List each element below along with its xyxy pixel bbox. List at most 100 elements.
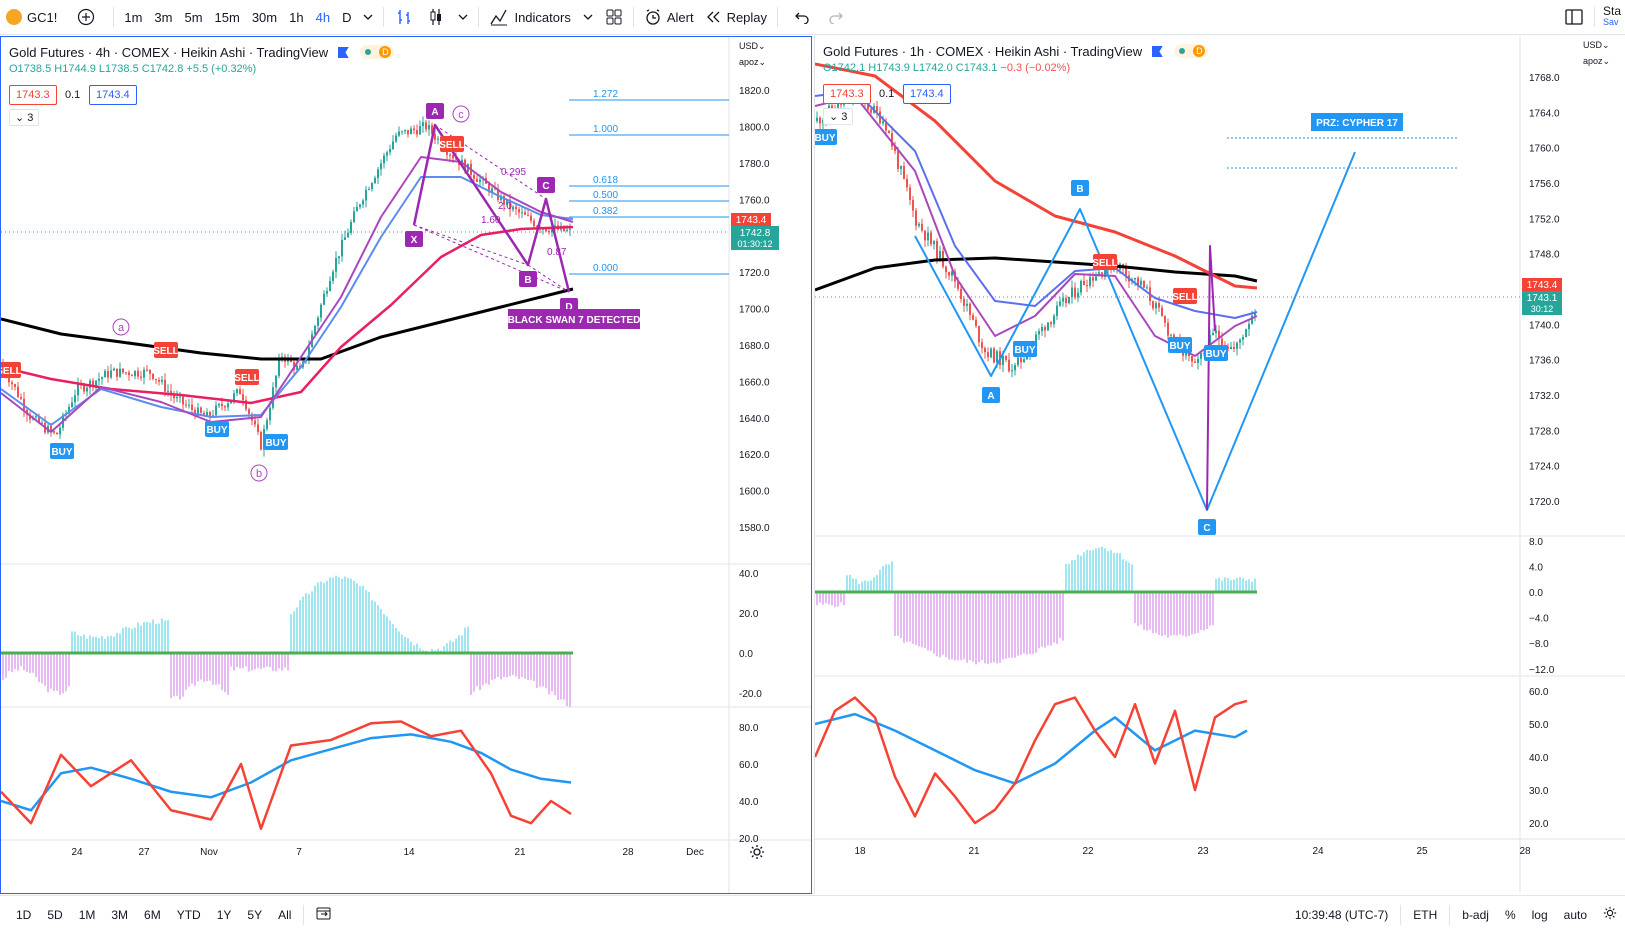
candle-body (1230, 346, 1232, 349)
buy-price-button[interactable]: 1743.4 (903, 84, 951, 104)
interval-30m[interactable]: 30m (251, 9, 278, 25)
price-tick: 1736.0 (1529, 356, 1560, 367)
goto-date-button[interactable] (308, 906, 340, 923)
interval-1m[interactable]: 1m (124, 9, 143, 25)
candle-body (1152, 301, 1154, 309)
range-3M[interactable]: 3M (111, 907, 129, 922)
range-6M[interactable]: 6M (144, 907, 161, 922)
left-chart-canvas[interactable]: 1820.01800.01780.01760.01740.01720.01700… (1, 37, 811, 893)
buy-price-button[interactable]: 1743.4 (89, 85, 137, 105)
interval-5m[interactable]: 5m (184, 9, 203, 25)
pattern-point-a: A (987, 391, 994, 402)
separator (113, 7, 115, 27)
candle-body (239, 389, 241, 395)
symbol-search[interactable]: GC1! (0, 0, 63, 34)
fib-level-label: 0.382 (593, 206, 618, 217)
undo-icon (795, 12, 809, 24)
candle-body (1146, 287, 1148, 289)
interval-4h[interactable]: 4h (315, 9, 331, 25)
interval-dropdown[interactable] (357, 0, 379, 34)
signal-sell-bg (235, 369, 259, 385)
candle-body (218, 403, 220, 406)
redo-button[interactable] (822, 0, 850, 34)
spread-value: 0.1 (879, 88, 895, 100)
interval-D[interactable]: D (342, 9, 352, 25)
settings-gear-button[interactable] (749, 844, 765, 863)
price-tick: 1720.0 (739, 268, 770, 279)
collapse-indicators-button[interactable]: ⌄ 3 (9, 109, 40, 126)
candles-style-button[interactable] (420, 0, 452, 34)
candle-body (428, 125, 430, 130)
scale-mode-button[interactable]: apoz⌄ (739, 57, 767, 67)
rsi-signal-line (815, 712, 1248, 785)
interval-15m[interactable]: 15m (214, 9, 240, 25)
scale-mode-button[interactable]: apoz⌄ (1583, 56, 1611, 66)
candle-body (179, 396, 181, 398)
signal-sell-bg (1173, 288, 1197, 304)
indicators-label: Indicators (514, 9, 571, 25)
indicators-button[interactable]: Indicators (483, 0, 576, 34)
session-button[interactable]: ETH (1413, 907, 1438, 922)
price-tick: 1764.0 (1529, 108, 1560, 119)
candle-body (1197, 358, 1199, 363)
layout-toggle-button[interactable] (1558, 0, 1590, 34)
range-5D[interactable]: 5D (47, 907, 63, 922)
bars-style-button[interactable] (388, 0, 420, 34)
auto-scale-button[interactable]: auto (1563, 907, 1587, 922)
ohlc-low: L1742.0 (912, 62, 953, 74)
range-1M[interactable]: 1M (78, 907, 96, 922)
candle-body (951, 271, 953, 276)
range-1D[interactable]: 1D (16, 907, 32, 922)
candle-body (1137, 277, 1139, 286)
sell-price-button[interactable]: 1743.3 (823, 84, 871, 104)
save-label: Sta (1602, 4, 1621, 18)
candle-body (236, 389, 238, 394)
right-chart-canvas[interactable]: 1768.01764.01760.01756.01752.01748.01744… (815, 36, 1625, 892)
range-1Y[interactable]: 1Y (216, 907, 232, 922)
log-scale-button[interactable]: log (1531, 907, 1548, 922)
separator (1449, 904, 1451, 925)
range-YTD[interactable]: YTD (176, 907, 201, 922)
indicators-dropdown[interactable] (577, 0, 599, 34)
back-adjust-button[interactable]: b-adj (1462, 907, 1489, 922)
chart-type-dropdown[interactable] (452, 0, 474, 34)
save-button[interactable]: Sta Sav (1599, 0, 1625, 34)
collapse-indicators-button[interactable]: ⌄ 3 (823, 108, 854, 125)
right-chart-panel[interactable]: 1768.01764.01760.01756.01752.01748.01744… (814, 36, 1625, 894)
replay-button[interactable]: Replay (700, 0, 773, 34)
candle-body (203, 412, 205, 417)
clock-time[interactable]: 10:39:48 (UTC-7) (1294, 907, 1389, 922)
collapse-count: 3 (841, 111, 848, 123)
candle-body (365, 189, 367, 201)
candle-body (921, 223, 923, 231)
currency-button[interactable]: USD⌄ (1583, 40, 1610, 50)
bar-countdown: 30:12 (1531, 304, 1554, 314)
currency-button[interactable]: USD⌄ (739, 41, 766, 51)
ohlc-close: C1742.8 (141, 63, 184, 75)
percent-scale-button[interactable]: % (1504, 907, 1516, 922)
signal-sell: SELL (1172, 292, 1198, 303)
gear-icon (750, 845, 764, 859)
ma-20-line (815, 90, 1258, 319)
candle-body (1041, 327, 1043, 332)
fib-level-label: 1.272 (593, 89, 618, 100)
candle-body (1251, 315, 1253, 324)
sell-price-button[interactable]: 1743.3 (9, 85, 57, 105)
alert-button[interactable]: Alert (638, 0, 700, 34)
candle-body (996, 351, 998, 363)
chart-settings-button[interactable] (1595, 906, 1625, 923)
left-chart-panel[interactable]: 1820.01800.01780.01760.01740.01720.01700… (0, 36, 812, 894)
range-All[interactable]: All (278, 907, 292, 922)
separator (383, 7, 385, 27)
undo-button[interactable] (782, 0, 822, 34)
pattern-point-b-bg (519, 271, 537, 287)
compare-button[interactable] (63, 0, 109, 34)
fib-level-label: 0.618 (593, 175, 618, 186)
candle-body (476, 178, 478, 182)
interval-1h[interactable]: 1h (289, 9, 304, 25)
market-status-icon: D (360, 45, 395, 59)
interval-3m[interactable]: 3m (154, 9, 173, 25)
layout-button[interactable] (599, 0, 629, 34)
candle-body (1194, 361, 1196, 363)
range-5Y[interactable]: 5Y (247, 907, 263, 922)
